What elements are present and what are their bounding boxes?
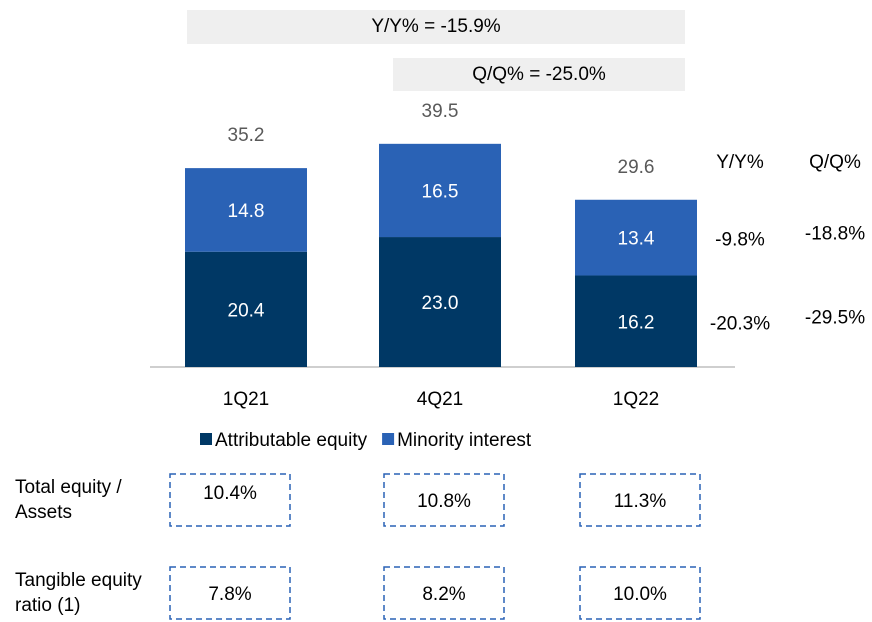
x-tick-label: 1Q22	[613, 389, 659, 410]
row-label: Tangible equity	[15, 570, 142, 591]
banner: Q/Q% = -25.0%	[472, 64, 606, 85]
value-label: 23.0	[422, 293, 459, 314]
value-label: 16.2	[618, 312, 655, 333]
ratio-box	[579, 473, 701, 527]
bar-segment	[379, 237, 501, 367]
bar-segment	[575, 199, 697, 276]
banner: Y/Y% = -15.9%	[371, 16, 500, 37]
ratio-box	[383, 473, 505, 527]
ratio-box	[169, 473, 291, 527]
row-label: ratio (1)	[15, 595, 80, 616]
growth-value: -20.3%	[710, 313, 770, 334]
x-tick-label: 1Q21	[223, 389, 269, 410]
ratio-value: 7.8%	[208, 584, 251, 605]
growth-header: Q/Q%	[809, 152, 861, 173]
ratio-box	[579, 566, 701, 620]
ratio-value: 8.2%	[422, 584, 465, 605]
value-label: 20.4	[228, 300, 265, 321]
row-label: Assets	[15, 502, 72, 523]
bar-segment	[185, 251, 307, 367]
row-label: Total equity /	[15, 477, 122, 498]
bar-segment	[185, 168, 307, 252]
ratio-value: 10.0%	[613, 584, 667, 605]
legend-label: Minority interest	[397, 430, 532, 451]
total-label: 29.6	[618, 157, 655, 178]
value-label: 14.8	[228, 201, 265, 222]
banner-box	[393, 58, 685, 91]
bar-segment	[575, 275, 697, 367]
legend-swatch	[200, 433, 212, 445]
legend-swatch	[382, 433, 395, 445]
growth-value: -18.8%	[805, 224, 865, 245]
total-label: 35.2	[228, 125, 265, 146]
ratio-box	[169, 566, 291, 620]
value-label: 13.4	[618, 229, 655, 250]
legend-label: Attributable equity	[215, 430, 368, 451]
ratio-box	[383, 566, 505, 620]
value-label: 16.5	[422, 181, 459, 202]
x-tick-label: 4Q21	[417, 389, 463, 410]
ratio-value: 11.3%	[614, 491, 667, 512]
growth-value: -29.5%	[805, 307, 865, 328]
banner-box	[187, 10, 685, 44]
total-label: 39.5	[422, 101, 459, 122]
ratio-value: 10.8%	[417, 491, 471, 512]
bar-segment	[379, 143, 501, 238]
growth-header: Y/Y%	[716, 152, 764, 173]
growth-value: -9.8%	[715, 230, 765, 251]
ratio-value: 10.4%	[203, 483, 257, 504]
